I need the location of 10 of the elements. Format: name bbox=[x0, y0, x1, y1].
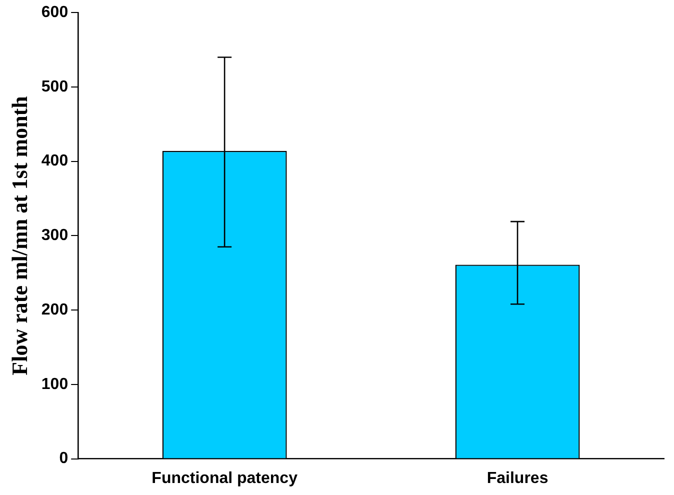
x-tick-label: Failures bbox=[486, 470, 548, 487]
y-tick-label: 400 bbox=[41, 152, 68, 170]
y-tick-label: 0 bbox=[59, 450, 68, 468]
y-tick-label: 500 bbox=[41, 78, 68, 96]
y-tick-label: 600 bbox=[41, 4, 68, 22]
y-axis-title: Flow rate ml/mn at 1st month bbox=[6, 96, 32, 376]
y-tick-label: 100 bbox=[41, 376, 68, 393]
x-tick-label: Functional patency bbox=[152, 470, 298, 487]
y-tick-label: 300 bbox=[41, 227, 68, 244]
y-tick-label: 200 bbox=[41, 301, 68, 318]
